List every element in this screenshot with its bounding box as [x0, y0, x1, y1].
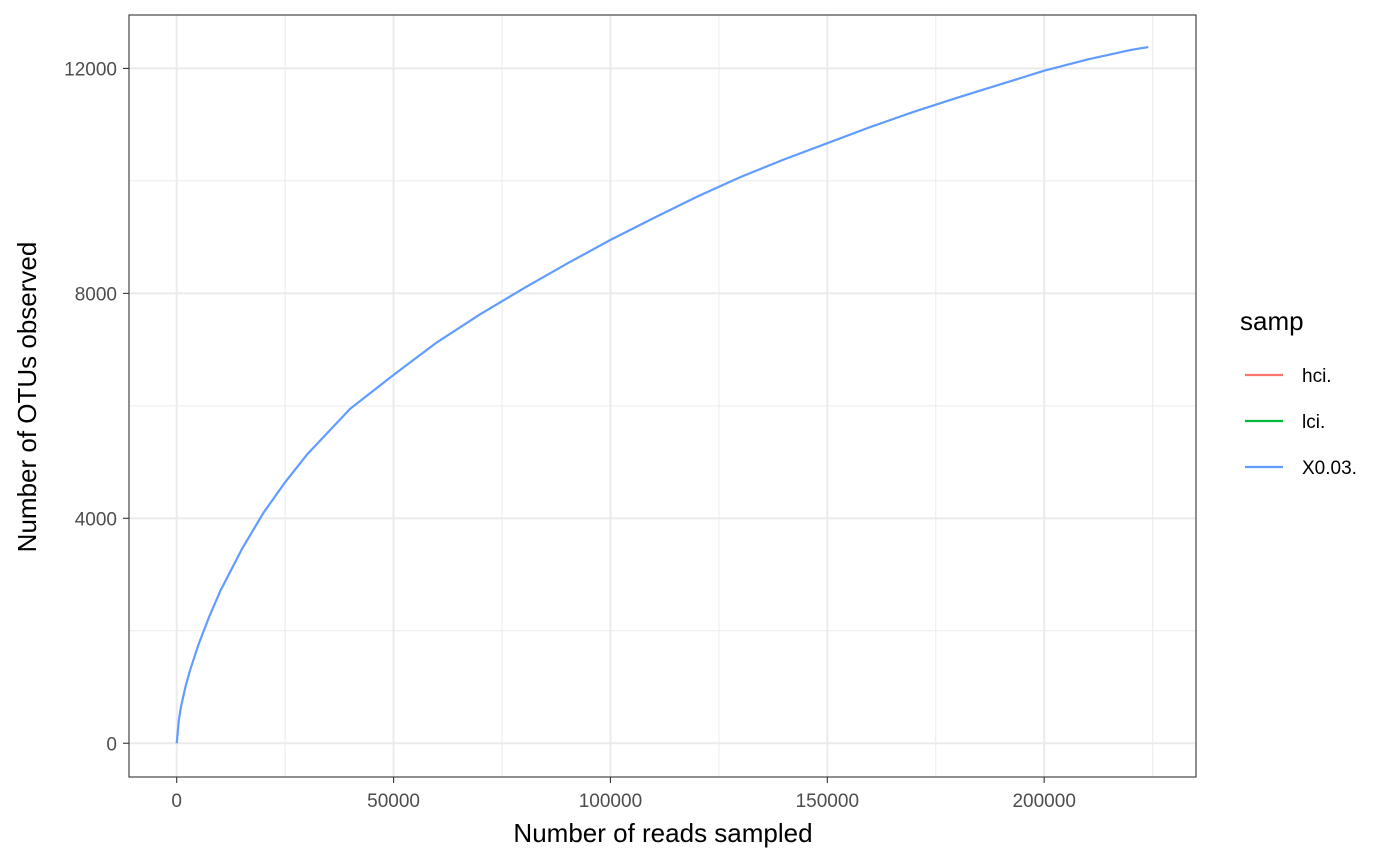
major-gridlines	[129, 15, 1196, 777]
minor-gridlines	[129, 15, 1196, 777]
panel-background	[129, 15, 1196, 777]
legend-item: X0.03.	[1245, 458, 1357, 479]
y-tick-label: 12000	[64, 59, 117, 80]
series-line-X0-03	[175, 46, 1149, 744]
legend-item-label: lci.	[1302, 412, 1325, 433]
series-layer	[175, 46, 1149, 744]
legend-items: hci. lci. X0.03.	[1245, 366, 1357, 479]
y-tick-label: 8000	[75, 284, 117, 305]
panel-border	[128, 14, 1197, 778]
legend-title: samp	[1240, 306, 1304, 336]
plot-panel	[128, 14, 1197, 778]
x-tick-label: 0	[171, 791, 182, 812]
x-axis-title: Number of reads sampled	[513, 818, 812, 848]
legend-item-label: hci.	[1302, 366, 1332, 387]
x-tick-label: 50000	[367, 791, 420, 812]
x-axis: 0 50000 100000 150000 200000	[171, 777, 1076, 812]
x-tick-label: 100000	[579, 791, 642, 812]
legend-item: lci.	[1245, 412, 1325, 433]
y-tick-label: 0	[106, 734, 117, 755]
legend: samp hci. lci. X0.03.	[1240, 306, 1357, 479]
y-axis: 0 4000 8000 12000	[64, 59, 129, 755]
x-tick-label: 150000	[796, 791, 859, 812]
y-tick-label: 4000	[75, 509, 117, 530]
y-axis-title: Number of OTUs observed	[12, 242, 42, 553]
legend-item-label: X0.03.	[1302, 458, 1357, 479]
x-tick-label: 200000	[1012, 791, 1075, 812]
legend-item: hci.	[1245, 366, 1332, 387]
